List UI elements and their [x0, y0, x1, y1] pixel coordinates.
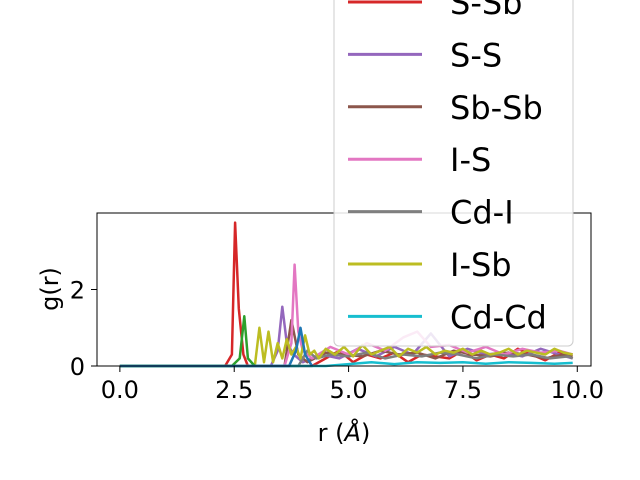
y-tick-label: 0	[70, 353, 85, 381]
x-tick-label: 0.0	[101, 376, 139, 404]
y-axis-ticks: 02	[70, 277, 97, 381]
series-line-cd-cd	[119, 360, 573, 368]
x-axis-label: r (Å)	[318, 418, 371, 447]
legend-label-s-s: S-S	[450, 36, 502, 74]
series-line-cd-i	[119, 349, 574, 368]
x-tick-label: 7.5	[444, 376, 482, 404]
series-line-unlabeled-7	[119, 315, 256, 368]
legend-label-cd-i: Cd-I	[450, 194, 514, 232]
legend-label-i-sb: I-Sb	[450, 246, 512, 284]
x-tick-label: 10.0	[551, 376, 604, 404]
legend-label-cd-cd: Cd-Cd	[450, 298, 547, 336]
legend-label-i-s: I-S	[450, 141, 491, 179]
y-axis-label: g(r)	[36, 267, 64, 311]
x-tick-label: 2.5	[215, 376, 253, 404]
legend-label-s-sb: S-Sb	[450, 0, 522, 22]
legend-label-sb-sb: Sb-Sb	[450, 89, 543, 127]
x-tick-label: 5.0	[329, 376, 367, 404]
series-line-unlabeled-8	[119, 326, 314, 368]
legend: S-Sb S-S Sb-Sb I-S Cd-I I-Sb Cd-Cd	[333, 0, 574, 347]
plot-lines	[119, 221, 574, 368]
legend-box	[333, 0, 574, 347]
series-line-i-sb	[119, 326, 573, 368]
x-axis-ticks: 0.0 2.5 5.0 7.5 10.0	[101, 366, 604, 404]
y-tick-label: 2	[70, 277, 85, 305]
